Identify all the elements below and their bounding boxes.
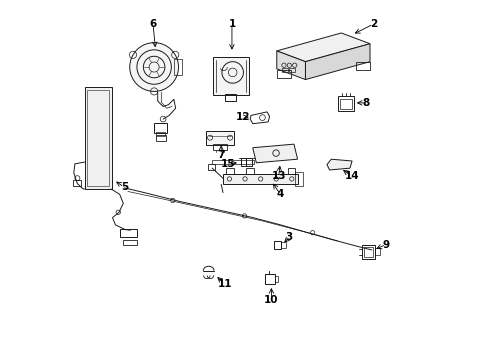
Bar <box>84 87 112 189</box>
Bar <box>154 123 167 133</box>
Bar <box>361 245 375 259</box>
Bar <box>246 168 254 174</box>
Bar <box>340 99 351 109</box>
Bar <box>225 94 236 101</box>
Polygon shape <box>252 144 297 163</box>
Bar <box>212 57 248 95</box>
Bar <box>155 135 165 140</box>
Text: 13: 13 <box>271 171 285 181</box>
Text: 11: 11 <box>217 279 231 289</box>
Bar <box>337 96 353 111</box>
Bar <box>274 276 278 282</box>
Text: 2: 2 <box>369 19 376 29</box>
Bar <box>274 241 281 249</box>
Bar <box>375 248 379 255</box>
Polygon shape <box>305 44 369 80</box>
Bar <box>355 62 369 70</box>
Bar <box>264 274 274 284</box>
Text: 7: 7 <box>217 150 224 160</box>
Bar <box>223 174 298 184</box>
Text: 14: 14 <box>344 171 359 181</box>
Bar <box>289 68 294 72</box>
Bar <box>294 172 302 186</box>
Bar <box>174 59 182 75</box>
Bar <box>282 68 287 72</box>
Circle shape <box>129 42 178 91</box>
Text: 4: 4 <box>276 189 284 199</box>
Text: 8: 8 <box>362 98 369 108</box>
Bar <box>241 158 246 166</box>
Polygon shape <box>276 51 305 80</box>
Bar <box>120 229 137 237</box>
Text: 3: 3 <box>285 232 292 242</box>
Text: 12: 12 <box>235 112 249 122</box>
Bar <box>281 242 285 248</box>
Bar <box>87 90 109 186</box>
Text: 10: 10 <box>264 295 278 305</box>
Text: 1: 1 <box>228 19 235 29</box>
Text: 6: 6 <box>149 19 156 29</box>
Bar <box>212 144 227 150</box>
Text: 5: 5 <box>121 182 128 192</box>
Bar <box>212 159 253 164</box>
Bar <box>276 70 290 78</box>
Polygon shape <box>326 159 351 170</box>
Bar <box>245 158 252 166</box>
Bar <box>225 168 233 174</box>
Bar <box>73 180 81 186</box>
Bar <box>287 168 295 174</box>
Bar <box>207 164 215 170</box>
Text: 9: 9 <box>382 239 389 249</box>
Bar <box>122 240 137 245</box>
Bar <box>363 247 372 257</box>
Polygon shape <box>276 33 369 62</box>
Bar <box>205 131 234 145</box>
Text: 15: 15 <box>221 159 235 169</box>
Bar <box>156 132 164 135</box>
